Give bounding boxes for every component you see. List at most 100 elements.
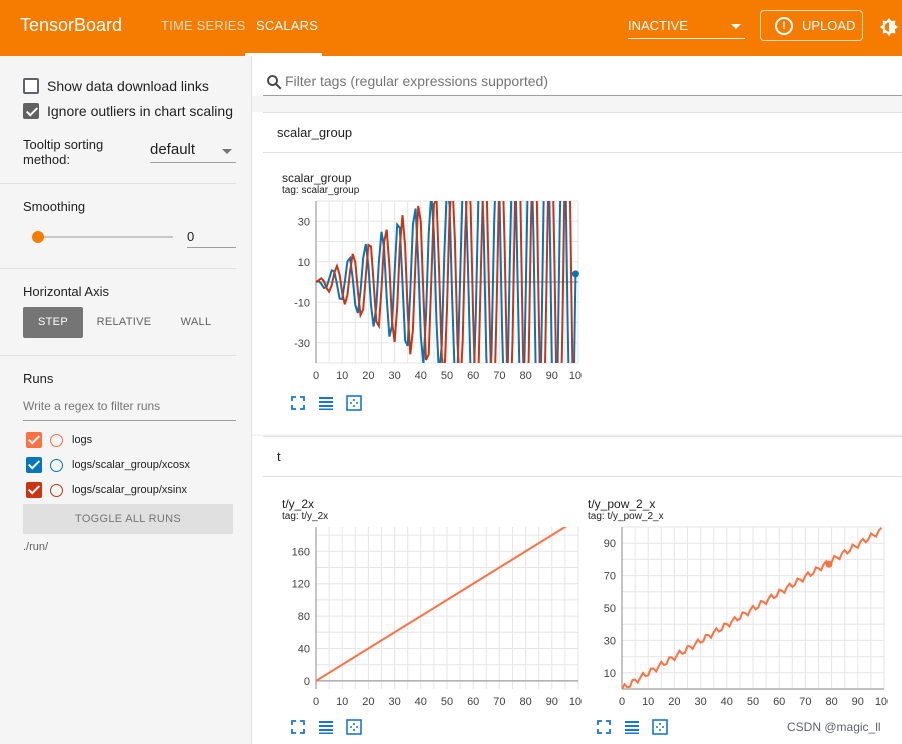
tooltip-sort-select[interactable]: default	[150, 141, 236, 163]
series-group	[622, 527, 883, 689]
runs-title: Runs	[23, 371, 54, 386]
upload-label: UPLOAD	[802, 18, 856, 33]
x-tick-label: 50	[441, 696, 453, 708]
run-name: logs/scalar_group/xsinx	[72, 484, 187, 496]
run-color-circle-icon[interactable]	[50, 484, 63, 497]
line-chart[interactable]: 0 10 20 30 40 50 60 70 80 90 100 160 120 80 40 0	[282, 525, 582, 717]
data-table-icon[interactable]	[318, 719, 334, 735]
runs-filter-input[interactable]: Write a regex to filter runs	[23, 399, 236, 421]
x-tick-label: 40	[415, 370, 427, 382]
card-toolbar	[290, 395, 370, 413]
x-tick-label: 50	[441, 370, 453, 382]
smoothing-slider-thumb[interactable]	[32, 231, 44, 243]
tab-scalars[interactable]: SCALARS	[256, 18, 319, 33]
y-tick-label: -10	[294, 297, 310, 309]
series-group	[316, 527, 567, 682]
theme-toggle-icon[interactable]	[878, 16, 900, 38]
scalar-card: scalar_group tag: scalar_group 0 10 20 30 40…	[282, 171, 582, 411]
y-tick-label: 70	[604, 571, 616, 583]
tag-group-header[interactable]: scalar_group	[263, 113, 902, 153]
fit-domain-icon[interactable]	[346, 719, 362, 735]
x-tick-label: 70	[493, 370, 505, 382]
divider	[0, 355, 236, 356]
x-tick-label: 0	[619, 696, 625, 708]
x-tick-label: 20	[668, 696, 680, 708]
watermark: CSDN @magic_ll	[787, 720, 881, 734]
x-tick-label: 60	[467, 370, 479, 382]
run-color-circle-icon[interactable]	[50, 434, 63, 447]
smoothing-slider-track[interactable]	[37, 236, 173, 238]
fit-domain-icon[interactable]	[346, 395, 362, 411]
run-status-select[interactable]: INACTIVE	[628, 18, 745, 39]
card-tag: tag: t/y_pow_2_x	[588, 511, 664, 522]
fullscreen-icon[interactable]	[596, 719, 612, 735]
axis-relative-button[interactable]: RELATIVE	[96, 316, 152, 328]
app-title: TensorBoard	[20, 15, 123, 35]
y-tick-label: 30	[298, 216, 310, 228]
y-tick-label: 120	[292, 579, 310, 591]
data-table-icon[interactable]	[318, 395, 334, 411]
fit-domain-icon[interactable]	[652, 719, 668, 735]
y-tick-label: 10	[298, 257, 310, 269]
tooltip-sort-value: default	[150, 141, 196, 158]
run-color-circle-icon[interactable]	[50, 459, 63, 472]
y-tick-label: 90	[604, 538, 616, 550]
x-tick-label: 90	[546, 696, 558, 708]
x-tick-label: 70	[493, 696, 505, 708]
y-tick-label: 10	[604, 668, 616, 680]
run-name: logs/scalar_group/xcosx	[72, 459, 191, 471]
line-chart[interactable]: 0 10 20 30 40 50 60 70 80 90 100 30 10 -10 -30	[282, 199, 582, 391]
x-tick-label: 0	[313, 696, 319, 708]
card-toolbar	[290, 719, 370, 737]
run-status-value: INACTIVE	[628, 18, 688, 33]
x-tick-label: 100	[569, 370, 582, 382]
run-name: logs	[72, 434, 93, 446]
chevron-down-icon	[222, 149, 232, 154]
y-tick-label: 160	[292, 546, 310, 558]
x-tick-label: 80	[519, 370, 531, 382]
upload-button[interactable]: ! UPLOAD	[760, 10, 863, 41]
tab-time-series[interactable]: TIME SERIES	[161, 18, 246, 33]
series-group	[316, 201, 577, 363]
x-tick-label: 10	[336, 370, 348, 382]
content-background	[252, 434, 902, 436]
tag-group-name: t	[277, 449, 281, 464]
data-table-icon[interactable]	[624, 719, 640, 735]
x-tick-label: 20	[362, 370, 374, 382]
run-checkbox[interactable]	[26, 457, 42, 473]
x-tick-label: 60	[467, 696, 479, 708]
show-download-links-label: Show data download links	[47, 78, 209, 94]
scalar-card: t/y_2x tag: t/y_2x 0 10 20 30 40 50 60 70 80 90 10…	[282, 497, 582, 737]
top-app-bar: TensorBoard TIME SERIES SCALARS INACTIVE…	[0, 0, 902, 56]
card-toolbar	[596, 719, 676, 737]
log-directory: ./run/	[23, 541, 49, 553]
smoothing-input[interactable]: 0	[187, 226, 236, 248]
x-tick-label: 40	[721, 696, 733, 708]
x-tick-label: 30	[388, 696, 400, 708]
highlight-point	[825, 560, 833, 568]
fullscreen-icon[interactable]	[290, 395, 306, 411]
series-line	[316, 527, 567, 682]
x-tick-label: 60	[773, 696, 785, 708]
ignore-outliers-checkbox[interactable]	[23, 103, 39, 119]
show-download-links-checkbox[interactable]	[23, 78, 39, 94]
chevron-down-icon	[731, 24, 741, 29]
fullscreen-icon[interactable]	[290, 719, 306, 735]
ignore-outliers-label: Ignore outliers in chart scaling	[47, 103, 233, 119]
run-checkbox[interactable]	[26, 432, 42, 448]
x-tick-label: 50	[747, 696, 759, 708]
x-tick-label: 30	[694, 696, 706, 708]
toggle-all-runs-button[interactable]: TOGGLE ALL RUNS	[23, 504, 233, 534]
content-background	[252, 96, 902, 112]
horizontal-axis-title: Horizontal Axis	[23, 284, 109, 299]
axis-step-button[interactable]: STEP	[23, 307, 83, 338]
tag-filter-bar[interactable]: Filter tags (regular expressions support…	[263, 68, 902, 96]
run-checkbox[interactable]	[26, 482, 42, 498]
axis-wall-button[interactable]: WALL	[180, 316, 212, 328]
y-tick-label: -30	[294, 338, 310, 350]
active-tab-indicator	[245, 53, 322, 56]
divider	[0, 183, 236, 184]
tag-filter-placeholder: Filter tags (regular expressions support…	[285, 73, 549, 89]
line-chart[interactable]: 0 10 20 30 40 50 60 70 80 90 100 90 70 50 30 10	[588, 525, 888, 717]
tag-group-header[interactable]: t	[263, 437, 902, 477]
